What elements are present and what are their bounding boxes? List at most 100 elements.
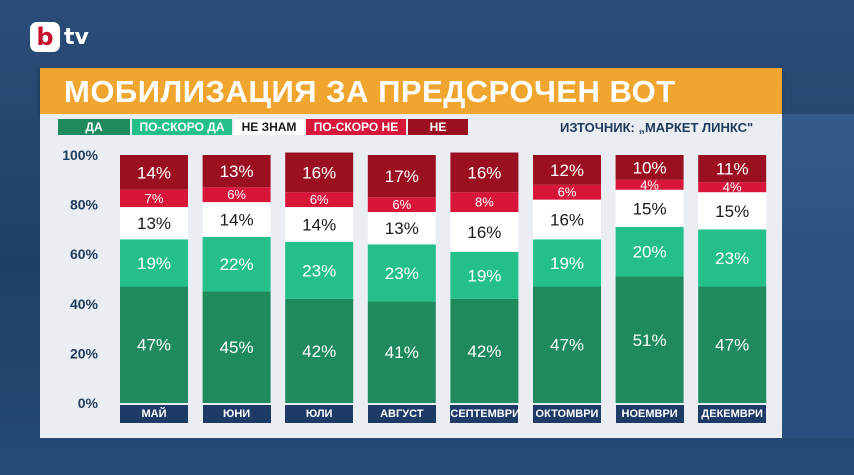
data-label: 13% [385, 219, 419, 238]
data-label: 16% [302, 163, 336, 182]
data-label: 4% [640, 177, 659, 192]
legend-po-skoro-da: ПО-СКОРО ДА [132, 119, 232, 135]
legend-da: ДА [58, 119, 130, 135]
bar-segment-po-skoro-da [615, 226, 684, 277]
data-label: 23% [715, 249, 749, 268]
data-label: 45% [220, 338, 254, 357]
data-label: 4% [723, 180, 742, 195]
data-label: 42% [467, 342, 501, 361]
data-label: 6% [392, 197, 411, 212]
bar-segment-ne [285, 152, 354, 193]
bar-segment-da [533, 286, 601, 403]
data-label: 15% [633, 199, 667, 218]
data-label: 10% [633, 158, 667, 177]
data-label: 47% [715, 336, 749, 355]
bar-segment-po-skoro-ne [202, 187, 271, 203]
bar-segment-ne [450, 152, 519, 193]
bar-segment-po-skoro-da [120, 239, 188, 287]
bar-segment-po-skoro-ne [450, 192, 519, 213]
title-banner: МОБИЛИЗАЦИЯ ЗА ПРЕДСРОЧЕН ВОТ [40, 68, 782, 114]
data-label: 19% [467, 266, 501, 285]
y-tick-label: 40% [70, 296, 99, 312]
data-label: 19% [550, 254, 584, 273]
bar-segment-da [698, 286, 767, 403]
bar-segment-ne-znam [367, 212, 436, 245]
y-tick-label: 100% [62, 147, 98, 163]
data-label: 17% [385, 167, 419, 186]
btv-logo: b tv [30, 22, 89, 52]
data-label: 16% [467, 163, 501, 182]
x-tick-label: ДЕКЕМВРИ [698, 405, 767, 423]
data-label: 6% [558, 185, 577, 200]
data-label: 41% [385, 343, 419, 362]
bar-segment-po-skoro-da [367, 244, 436, 302]
data-label: 7% [145, 191, 164, 206]
data-label: 14% [302, 215, 336, 234]
data-label: 47% [550, 336, 584, 355]
bar-segment-ne [367, 155, 436, 198]
data-label: 20% [633, 243, 667, 262]
bar-segment-ne-znam [698, 192, 767, 230]
logo-badge: b [30, 22, 60, 52]
data-label: 14% [137, 163, 171, 182]
bar-segment-ne [202, 155, 271, 188]
x-tick-label: СЕПТЕМВРИ [450, 405, 520, 423]
data-label: 19% [137, 254, 171, 273]
data-label: 23% [385, 264, 419, 283]
bar-segment-po-skoro-da [698, 229, 767, 287]
bar-segment-ne [120, 155, 188, 190]
bar-segment-da [450, 298, 519, 403]
bar-segment-da [615, 276, 684, 403]
data-label: 51% [633, 331, 667, 350]
bar-segment-po-skoro-ne [533, 184, 601, 200]
data-label: 11% [716, 160, 749, 179]
bar-segment-da [202, 291, 271, 403]
bar-segment-ne [615, 155, 684, 180]
bar-segment-ne [698, 155, 767, 183]
x-tick-label: МАЙ [120, 405, 188, 423]
source-label: ИЗТОЧНИК: „МАРКЕТ ЛИНКС" [560, 120, 754, 135]
data-label: 13% [137, 214, 171, 233]
data-label: 15% [715, 202, 749, 221]
bar-segment-po-skoro-ne [285, 192, 354, 208]
bar-segment-po-skoro-da [285, 241, 354, 299]
bar-segment-po-skoro-da [533, 239, 601, 287]
y-tick-label: 60% [70, 246, 99, 262]
y-tick-label: 80% [70, 197, 99, 213]
y-tick-label: 20% [70, 345, 99, 361]
data-label: 16% [550, 210, 584, 229]
x-tick-label: ЮЛИ [285, 405, 354, 423]
bar-segment-ne-znam [450, 212, 519, 252]
data-label: 13% [220, 162, 254, 181]
bar-segment-po-skoro-ne [367, 197, 436, 213]
background-decoration [782, 114, 854, 438]
data-label: 47% [137, 336, 171, 355]
data-label: 22% [220, 255, 254, 274]
x-tick-label: ЮНИ [202, 405, 271, 423]
bar-segment-po-skoro-da [202, 236, 271, 292]
legend-po-skoro-ne: ПО-СКОРО НЕ [306, 119, 406, 135]
x-tick-label: АВГУСТ [367, 405, 436, 423]
bar-segment-po-skoro-da [450, 251, 519, 299]
logo-text: tv [64, 24, 89, 50]
x-tick-label: НОЕМВРИ [615, 405, 684, 423]
bar-segment-ne-znam [202, 202, 271, 237]
bar-segment-da [120, 286, 188, 403]
x-tick-label: ОКТОМВРИ [533, 405, 601, 423]
data-label: 6% [227, 187, 246, 202]
data-label: 6% [310, 192, 329, 207]
bar-segment-ne-znam [120, 207, 188, 240]
bar-segment-po-skoro-ne [615, 179, 684, 190]
data-label: 42% [302, 342, 336, 361]
legend-ne-znam: НЕ ЗНАМ [234, 119, 304, 135]
bar-segment-po-skoro-ne [698, 182, 767, 193]
bar-segment-ne-znam [285, 207, 354, 242]
data-label: 12% [550, 161, 584, 180]
bar-segment-da [285, 298, 354, 403]
y-tick-label: 0% [78, 395, 99, 411]
chart-title: МОБИЛИЗАЦИЯ ЗА ПРЕДСРОЧЕН ВОТ [64, 74, 676, 109]
data-label: 16% [467, 223, 501, 242]
data-label: 8% [475, 195, 494, 210]
bar-segment-ne [533, 155, 601, 185]
